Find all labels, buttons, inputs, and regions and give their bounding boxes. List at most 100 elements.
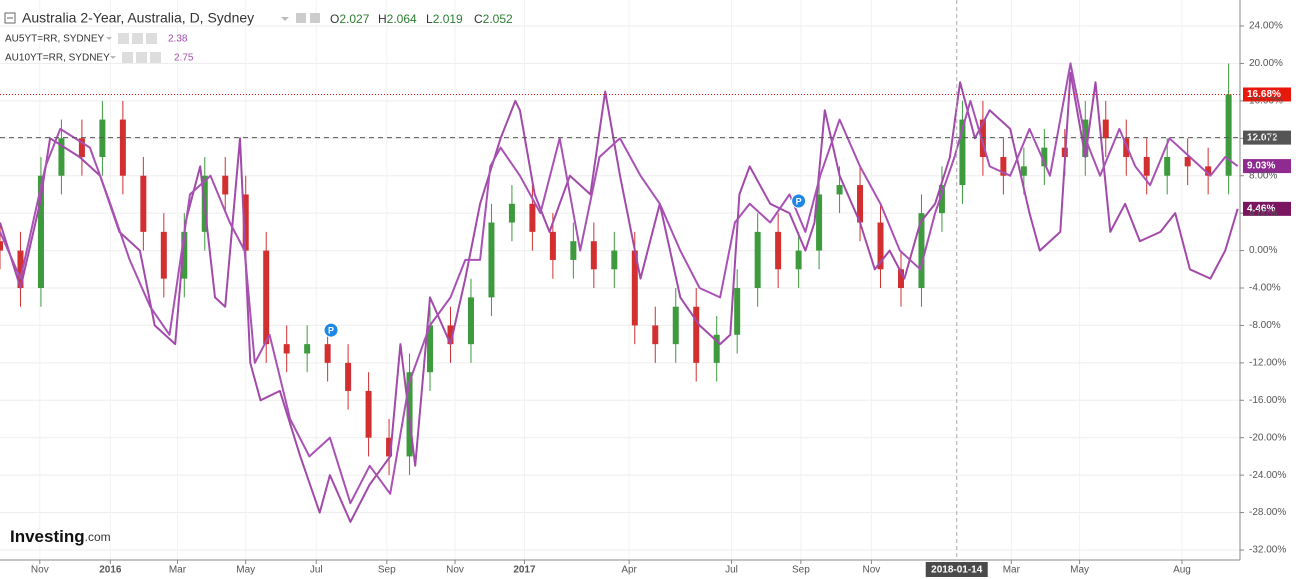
watermark: Investing.com: [10, 527, 111, 546]
x-tick-label: Sep: [792, 565, 810, 576]
candle-body: [529, 203, 536, 232]
candle-body: [1020, 166, 1027, 176]
crosshair-x-label: 2018-01-14: [931, 565, 983, 576]
candle-body: [365, 390, 372, 438]
crosshair-x-badge: [925, 562, 988, 577]
y-tick-label: 20.00%: [1249, 58, 1283, 69]
x-tick-label: 2016: [99, 565, 122, 576]
legend-icon[interactable]: [122, 52, 133, 63]
y-tick-label: 0.00%: [1249, 245, 1277, 256]
ohlc-value: 2.019: [433, 12, 463, 26]
candle-body: [78, 138, 85, 158]
candle-body: [324, 344, 331, 363]
compare-line: [0, 62, 1239, 505]
legend-icon[interactable]: [150, 52, 161, 63]
y-tick-label: -20.00%: [1249, 432, 1286, 443]
y-tick-label: -24.00%: [1249, 470, 1286, 481]
x-tick-label: Aug: [1173, 565, 1191, 576]
candle-body: [590, 241, 597, 270]
candle-body: [119, 119, 126, 176]
y-tick-label: -32.00%: [1249, 545, 1286, 556]
candle-body: [959, 119, 966, 186]
x-tick-label: May: [236, 565, 255, 576]
collapse-icon[interactable]: [4, 12, 16, 24]
marks: [0, 62, 1239, 523]
ohlc-values: O2.027 H2.064 L2.019 C2.052: [330, 12, 513, 26]
candle-body: [693, 306, 700, 363]
price-badge-label: 4.46%: [1247, 203, 1275, 214]
legend-icon[interactable]: [146, 33, 157, 44]
legend: AU5YT=RR, SYDNEY 2.38 AU10YT=RR, SYDNEY 2.7…: [5, 33, 194, 64]
candle-body: [836, 185, 843, 195]
candle-body: [1164, 157, 1171, 176]
legend-value: 2.38: [168, 34, 188, 45]
price-badge-label: 16.68%: [1247, 89, 1281, 100]
hide-icon[interactable]: [310, 13, 320, 23]
candle-body: [345, 362, 352, 391]
event-marker-label: P: [328, 325, 334, 335]
y-tick-label: 16.00%: [1249, 96, 1283, 107]
candle-body: [1041, 147, 1048, 167]
candle-body: [549, 231, 556, 260]
candle-body: [181, 231, 188, 279]
x-tick-label: 2017: [513, 565, 536, 576]
candle-body: [1102, 119, 1109, 139]
x-tick-label: Nov: [31, 565, 49, 576]
event-marker[interactable]: [323, 322, 339, 338]
candle-body: [263, 250, 270, 345]
ohlc-key: O: [330, 12, 339, 26]
dropdown-icon[interactable]: [281, 17, 289, 21]
ohlc-value: 2.027: [339, 12, 369, 26]
legend-icon[interactable]: [136, 52, 147, 63]
candle-body: [488, 222, 495, 298]
ohlc-key: H: [378, 12, 387, 26]
header: Australia 2-Year, Australia, D, Sydney O…: [4, 10, 513, 26]
x-tick-label: Nov: [446, 565, 464, 576]
candle-body: [938, 185, 945, 214]
legend-icon[interactable]: [118, 33, 129, 44]
ohlc-item: H2.064: [378, 12, 417, 26]
candle-body: [713, 334, 720, 363]
candle-body: [58, 138, 65, 176]
y-tick-label: -8.00%: [1249, 320, 1281, 331]
watermark-suffix: .com: [85, 530, 111, 544]
event-marker-label: P: [796, 196, 802, 206]
ohlc-item: O2.027: [330, 12, 370, 26]
ohlc-item: C2.052: [474, 12, 513, 26]
candle-body: [795, 250, 802, 270]
ohlc-item: L2.019: [426, 12, 463, 26]
legend-value: 2.75: [174, 53, 194, 64]
x-tick-label: Mar: [169, 565, 187, 576]
candle-body: [447, 325, 454, 345]
legend-icon[interactable]: [132, 33, 143, 44]
candle-body: [283, 344, 290, 354]
x-tick-label: Mar: [1003, 565, 1021, 576]
event-marker[interactable]: [791, 193, 807, 209]
candle-body: [37, 175, 44, 288]
settings-icon[interactable]: [296, 13, 306, 23]
candle-body: [427, 325, 434, 373]
candle-body: [0, 241, 3, 251]
candle-body: [1184, 157, 1191, 167]
candle-body: [918, 213, 925, 288]
candle-body: [17, 250, 24, 288]
legend-dropdown[interactable]: [110, 56, 116, 59]
ohlc-value: 2.064: [387, 12, 417, 26]
ohlc-value: 2.052: [483, 12, 513, 26]
y-tick-label: 12.00%: [1249, 133, 1283, 144]
candle-body: [816, 194, 823, 251]
candle-body: [570, 241, 577, 260]
y-tick-label: -12.00%: [1249, 357, 1286, 368]
candle-body: [140, 175, 147, 232]
candle-body: [897, 269, 904, 288]
x-tick-label: Sep: [378, 565, 396, 576]
legend-name: AU5YT=RR, SYDNEY: [5, 34, 105, 45]
candle-body: [611, 250, 618, 270]
legend-dropdown[interactable]: [106, 37, 112, 40]
chart-title: Australia 2-Year, Australia, D, Sydney: [22, 10, 254, 26]
x-tick-label: May: [1070, 565, 1089, 576]
y-tick-label: 24.00%: [1249, 21, 1283, 32]
